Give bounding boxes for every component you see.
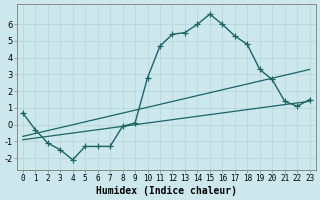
X-axis label: Humidex (Indice chaleur): Humidex (Indice chaleur) <box>96 186 237 196</box>
